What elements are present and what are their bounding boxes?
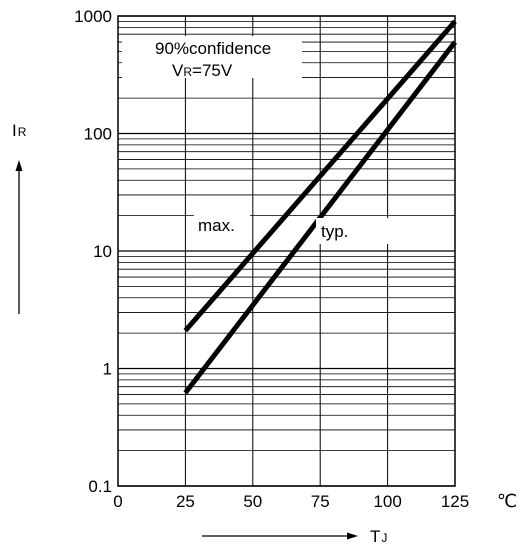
x-tick-label: 25	[176, 492, 195, 511]
x-axis-label-main: T	[370, 527, 380, 546]
annotation-box	[122, 36, 302, 78]
annotation-vr: VR=75V	[172, 61, 233, 80]
annotation-vr-sub: R	[183, 65, 192, 79]
x-axis-label-sub: J	[381, 531, 387, 545]
minor-gridlines	[118, 20, 455, 452]
y-axis-label-sub: R	[18, 125, 27, 139]
series-group	[183, 19, 457, 395]
series-line-typ	[183, 40, 457, 395]
x-tick-label: 50	[243, 492, 262, 511]
y-axis-arrow-head	[15, 160, 23, 171]
annotation-vr-main: V	[172, 61, 184, 80]
x-tick-label: 0	[113, 492, 122, 511]
label-max-bg	[194, 212, 250, 238]
series-label-max: max.	[198, 216, 235, 235]
x-axis-arrow-head	[347, 532, 358, 540]
x-tick-label: 100	[373, 492, 401, 511]
tick-labels: 0 25 50 75 100 125 0.1 1 10 100 1000	[74, 7, 469, 511]
y-tick-label: 10	[93, 242, 112, 261]
y-axis-label: IR	[12, 121, 27, 140]
x-tick-label: 75	[311, 492, 330, 511]
annotation-confidence: 90%confidence	[155, 39, 271, 58]
series-label-typ: typ.	[321, 222, 348, 241]
annotation-vr-value: =75V	[192, 61, 233, 80]
x-unit-label: ℃	[497, 491, 517, 511]
x-tick-label: 125	[441, 492, 469, 511]
label-typ-bg	[316, 218, 396, 244]
plot-frame	[117, 15, 456, 487]
series-line-max	[183, 19, 457, 333]
x-axis-label: TJ	[370, 527, 387, 546]
y-tick-label: 1000	[74, 7, 112, 26]
y-tick-label: 100	[84, 125, 112, 144]
y-tick-label: 0.1	[88, 477, 112, 496]
y-tick-label: 1	[103, 360, 112, 379]
y-axis-label-main: I	[12, 121, 17, 140]
